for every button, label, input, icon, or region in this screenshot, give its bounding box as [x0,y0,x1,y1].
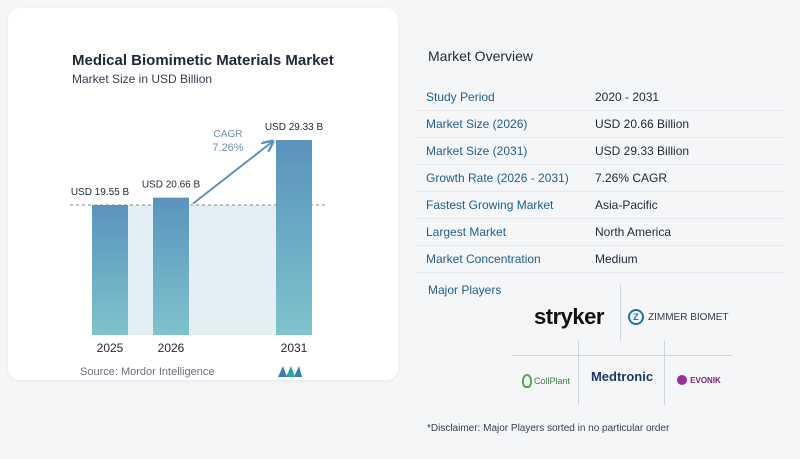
overview-label: Market Size (2031) [426,144,528,158]
logo-divider [664,341,665,405]
overview-value: 2020 - 2031 [595,90,660,104]
chart-subtitle: Market Size in USD Billion [72,72,213,86]
disclaimer-text: *Disclaimer: Major Players sorted in no … [427,423,670,434]
overview-label: Market Concentration [426,252,541,266]
overview-label: Fastest Growing Market [426,198,554,212]
overview-value: USD 20.66 Billion [595,117,690,131]
overview-value: USD 29.33 Billion [595,144,690,158]
logo-divider [620,285,621,341]
overview-value: North America [595,225,672,239]
overview-row-growth-rate: Growth Rate (2026 - 2031) 7.26% CAGR [415,165,785,192]
overview-label: Market Size (2026) [426,117,528,131]
collplant-icon [521,374,532,388]
market-overview-panel: Market Overview Study Period 2020 - 2031… [415,0,800,459]
overview-title: Market Overview [428,48,534,64]
cagr-value: 7.26% [212,142,243,154]
evonik-logo: EVONIK [670,371,728,389]
mordor-logo-icon [278,366,302,377]
source-text: Source: Mordor Intelligence [80,366,215,378]
overview-value: 7.26% CAGR [595,171,668,185]
x-tick-2031: 2031 [281,341,308,355]
overview-table: Study Period 2020 - 2031 Market Size (20… [415,84,785,273]
stryker-logo: stryker [534,304,604,329]
bar-2026 [153,197,189,335]
overview-value: Medium [595,252,638,266]
x-tick-2025: 2025 [97,341,124,355]
medtronic-logo: Medtronic [590,368,654,384]
bar-2031 [276,140,312,335]
collplant-logo: CollPlant [514,370,578,392]
overview-label: Growth Rate (2026 - 2031) [426,171,569,185]
cagr-label: CAGR [214,129,243,140]
data-label-2031: USD 29.33 B [265,122,324,133]
x-tick-2026: 2026 [158,341,185,355]
zimmer-biomet-logo: Z ZIMMER BIOMET [628,305,738,329]
major-players-logos: stryker Z ZIMMER BIOMET CollPlant Medtro… [512,285,732,405]
bar-chart: USD 19.55 B 2025 USD 20.66 B 2026 USD 29.33 … [70,122,328,355]
data-label-2026: USD 20.66 B [142,180,201,191]
evonik-name: EVONIK [690,375,721,385]
overview-row-market-size-2026: Market Size (2026) USD 20.66 Billion [415,111,785,138]
collplant-name: CollPlant [533,376,571,386]
chart-title: Medical Biomimetic Materials Market [72,52,334,69]
logo-divider [578,341,579,405]
bar-2025 [92,205,128,335]
data-label-2025: USD 19.55 B [71,187,130,198]
overview-row-market-concentration: Market Concentration Medium [415,246,785,273]
baseline-band [92,205,312,335]
overview-row-largest-market: Largest Market North America [415,219,785,246]
logo-divider [512,355,732,356]
cagr-arrow [192,142,272,205]
overview-row-study-period: Study Period 2020 - 2031 [415,84,785,111]
overview-value: Asia-Pacific [595,198,658,212]
zimmer-biomet-name: ZIMMER BIOMET [648,311,729,323]
zimmer-biomet-icon: Z [628,309,644,325]
overview-label: Study Period [426,90,495,104]
major-players-label: Major Players [428,283,502,297]
overview-row-fastest-growing: Fastest Growing Market Asia-Pacific [415,192,785,219]
overview-row-market-size-2031: Market Size (2031) USD 29.33 Billion [415,138,785,165]
overview-label: Largest Market [426,225,507,239]
evonik-icon [677,375,688,385]
